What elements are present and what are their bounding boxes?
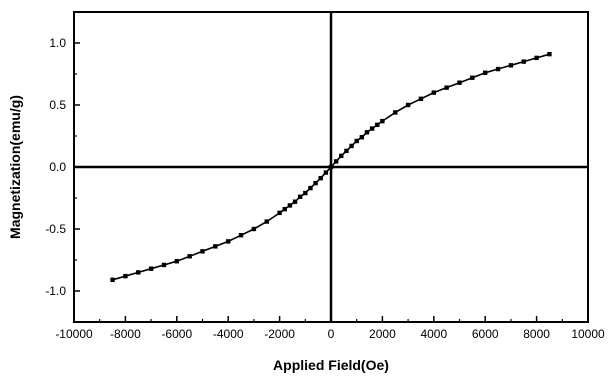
- y-axis-ticks: [74, 11, 80, 323]
- data-point: [251, 226, 257, 232]
- data-point: [287, 203, 293, 208]
- x-tick-label: 8000: [523, 327, 550, 341]
- y-axis-tick-labels: -1.0 -0.5 0.0 0.5 1.0: [45, 36, 66, 298]
- data-point: [521, 59, 526, 64]
- data-point: [328, 164, 334, 170]
- data-point: [238, 233, 244, 238]
- x-tick-label: 10000: [571, 327, 605, 341]
- data-point: [444, 85, 449, 90]
- data-point: [495, 66, 501, 72]
- data-point: [297, 194, 303, 199]
- data-point: [308, 185, 313, 191]
- x-tick-label: -2000: [264, 327, 295, 341]
- data-point: [405, 102, 411, 108]
- data-point: [226, 239, 231, 244]
- data-point: [313, 180, 318, 186]
- data-point: [534, 55, 539, 61]
- data-point: [187, 254, 192, 259]
- x-axis-ticks: [73, 316, 589, 322]
- data-point: [344, 148, 349, 154]
- data-point: [364, 130, 370, 135]
- y-tick-label: -1.0: [45, 284, 66, 298]
- x-tick-label: -8000: [110, 327, 141, 341]
- x-tick-label: -6000: [161, 327, 192, 341]
- data-point: [292, 199, 298, 204]
- data-point: [333, 159, 339, 164]
- x-tick-label: -4000: [213, 327, 244, 341]
- x-tick-label: -10000: [55, 327, 93, 341]
- y-tick-label: 0.5: [49, 98, 66, 112]
- x-tick-label: 0: [328, 327, 335, 341]
- x-tick-label: 2000: [369, 327, 396, 341]
- data-point: [359, 135, 365, 140]
- data-point: [369, 126, 375, 131]
- data-point: [547, 51, 552, 57]
- data-point: [457, 80, 462, 85]
- data-point: [136, 270, 141, 275]
- data-point: [303, 190, 308, 196]
- x-axis-tick-labels: -10000 -8000 -6000 -4000 -2000 0 2000 4000 6000 8…: [55, 327, 605, 341]
- data-point: [339, 153, 344, 159]
- data-point: [349, 143, 354, 149]
- data-point: [213, 244, 218, 249]
- y-axis-title: Magnetization(emu/g): [7, 95, 23, 239]
- data-point: [110, 277, 115, 283]
- data-point: [264, 219, 269, 224]
- data-point: [174, 259, 179, 264]
- data-point: [200, 249, 205, 254]
- data-point: [470, 75, 475, 80]
- data-point: [375, 122, 380, 128]
- data-point: [277, 210, 282, 216]
- series-markers: [110, 51, 552, 283]
- data-point: [123, 273, 128, 279]
- data-point: [393, 110, 398, 115]
- data-point: [282, 206, 287, 212]
- data-point: [148, 266, 154, 271]
- data-point: [508, 63, 514, 68]
- data-point: [354, 138, 359, 144]
- y-tick-label: 0.0: [49, 160, 66, 174]
- x-axis-title: Applied Field(Oe): [273, 357, 389, 373]
- x-tick-label: 4000: [420, 327, 447, 341]
- data-point: [431, 90, 436, 95]
- y-tick-label: -0.5: [45, 222, 66, 236]
- data-point: [318, 175, 323, 181]
- data-point: [380, 118, 385, 124]
- data-point: [418, 96, 424, 101]
- data-point: [161, 262, 167, 268]
- x-tick-label: 6000: [472, 327, 499, 341]
- data-point: [323, 170, 329, 175]
- data-point: [483, 70, 488, 75]
- y-tick-label: 1.0: [49, 36, 66, 50]
- plot-area: [73, 11, 589, 323]
